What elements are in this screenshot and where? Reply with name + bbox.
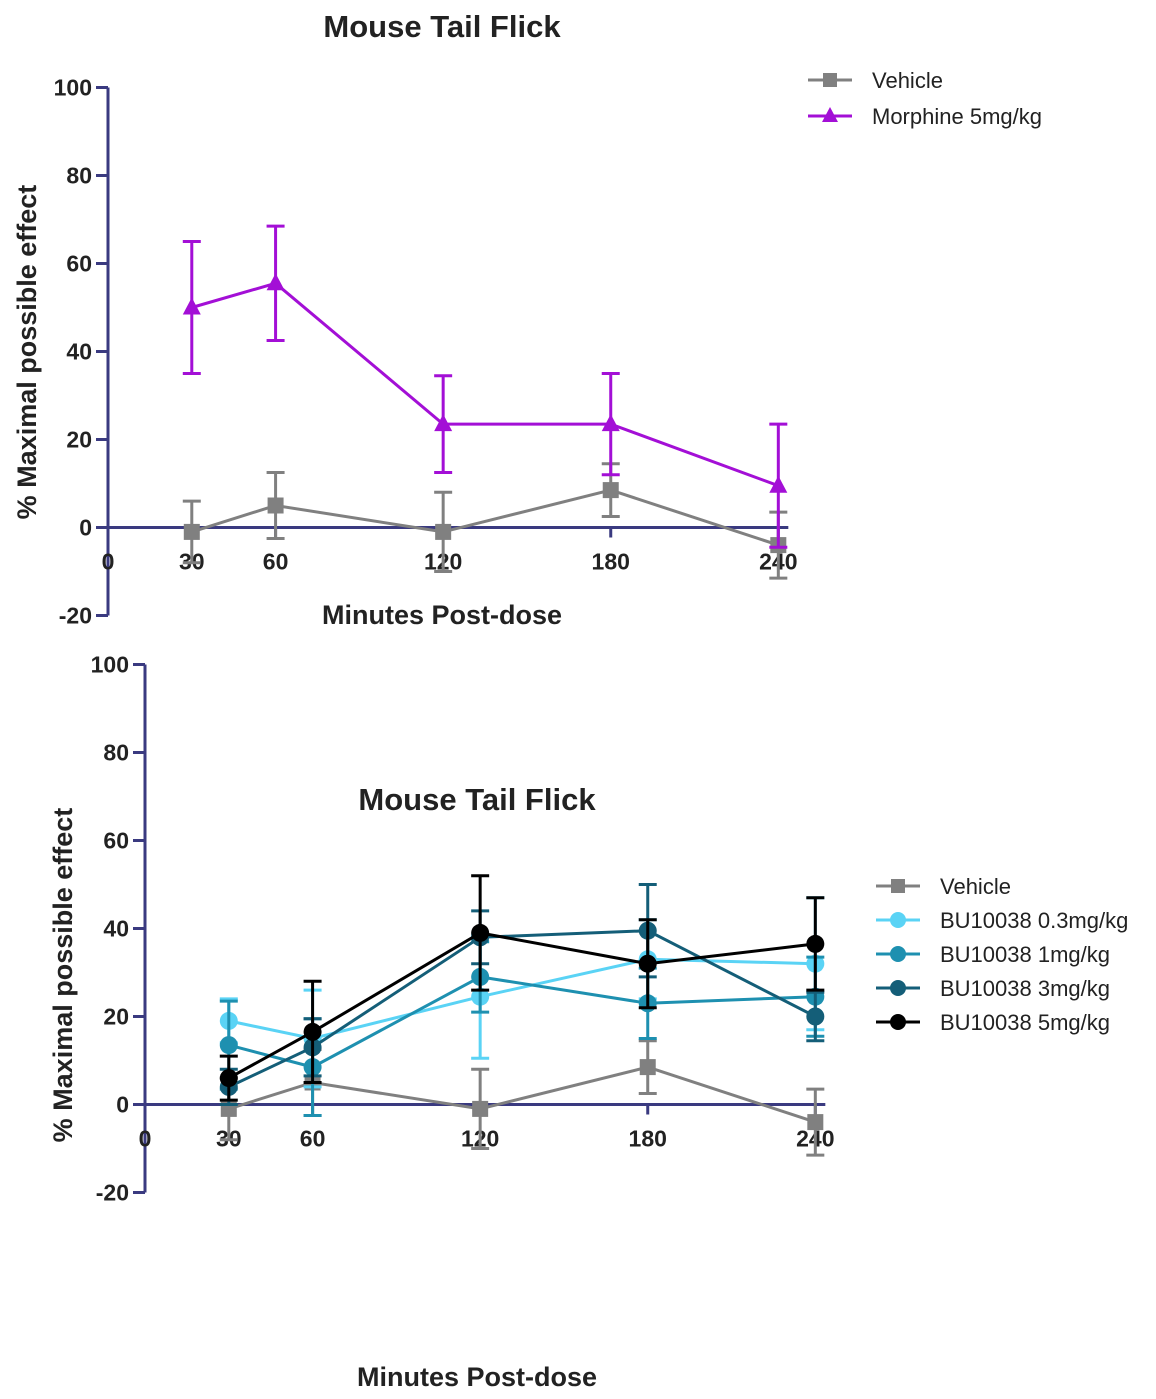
legend-label: Morphine 5mg/kg [872,104,1042,129]
data-point [266,273,285,291]
data-point [472,1100,489,1117]
y-tick-label: 80 [66,163,92,189]
legend-label: BU10038 1mg/kg [940,942,1110,967]
y-tick-label: 20 [66,427,92,453]
chart-2: Mouse Tail Flick-20020406080100030601201… [48,652,1128,1393]
data-point [602,482,619,499]
legend-label: Vehicle [940,874,1011,899]
legend-label: BU10038 5mg/kg [940,1010,1110,1035]
x-axis-label: Minutes Post-dose [357,1362,597,1392]
y-tick-label: 100 [54,75,92,101]
legend-swatch-marker [822,107,838,122]
series [219,874,825,1102]
x-tick-label: 180 [629,1126,667,1152]
data-point [219,1036,238,1055]
legend-label: Vehicle [872,68,943,93]
data-point [219,1069,238,1088]
series [182,224,788,549]
series-line [191,281,779,488]
y-tick-label: 40 [103,916,129,942]
y-axis-label: % Maximal possible effect [12,185,42,520]
data-point [435,523,452,540]
legend-label: BU10038 3mg/kg [940,976,1110,1001]
data-point [806,1007,825,1026]
legend-swatch-marker [890,1014,906,1030]
legend-label: BU10038 0.3mg/kg [940,908,1128,933]
legend: Vehicle BU10038 0.3mg/kg BU10038 1mg/kg BU1… [876,874,1128,1035]
chart-title: Mouse Tail Flick [358,782,596,817]
data-point [638,954,657,973]
data-point [601,414,620,432]
legend-swatch-marker [890,912,906,928]
data-point [769,475,788,493]
data-point [267,497,284,514]
x-tick-label: 60 [300,1126,326,1152]
legend: Vehicle Morphine 5mg/kg [808,68,1042,129]
y-tick-label: -20 [59,603,92,629]
x-tick-label: 60 [263,549,289,575]
data-point [807,1114,824,1131]
x-tick-label: 0 [139,1126,152,1152]
data-point [434,414,453,432]
data-point [471,923,490,942]
y-tick-label: 80 [103,740,129,766]
legend-swatch-marker [890,980,906,996]
data-point [806,934,825,953]
data-point [303,1022,322,1041]
y-tick-label: 60 [66,251,92,277]
legend-swatch-marker [891,879,905,893]
y-tick-label: 0 [79,515,92,541]
x-tick-label: 0 [102,549,115,575]
legend-swatch-marker [823,73,837,87]
y-tick-label: -20 [96,1180,129,1206]
chart-1: Mouse Tail Flick-20020406080100030601201… [12,9,1042,630]
y-axis-label: % Maximal possible effect [48,808,78,1143]
y-tick-label: 0 [116,1092,129,1118]
data-point [639,1059,656,1076]
data-point [182,297,201,315]
y-tick-label: 60 [103,828,129,854]
x-tick-label: 180 [592,549,630,575]
y-tick-label: 40 [66,339,92,365]
y-tick-label: 20 [103,1004,129,1030]
series-line [228,931,816,1080]
series [219,1039,825,1157]
chart-title: Mouse Tail Flick [323,9,561,44]
y-tick-label: 100 [91,652,129,678]
data-point [183,523,200,540]
legend-swatch-marker [890,946,906,962]
x-axis-label: Minutes Post-dose [322,600,562,630]
